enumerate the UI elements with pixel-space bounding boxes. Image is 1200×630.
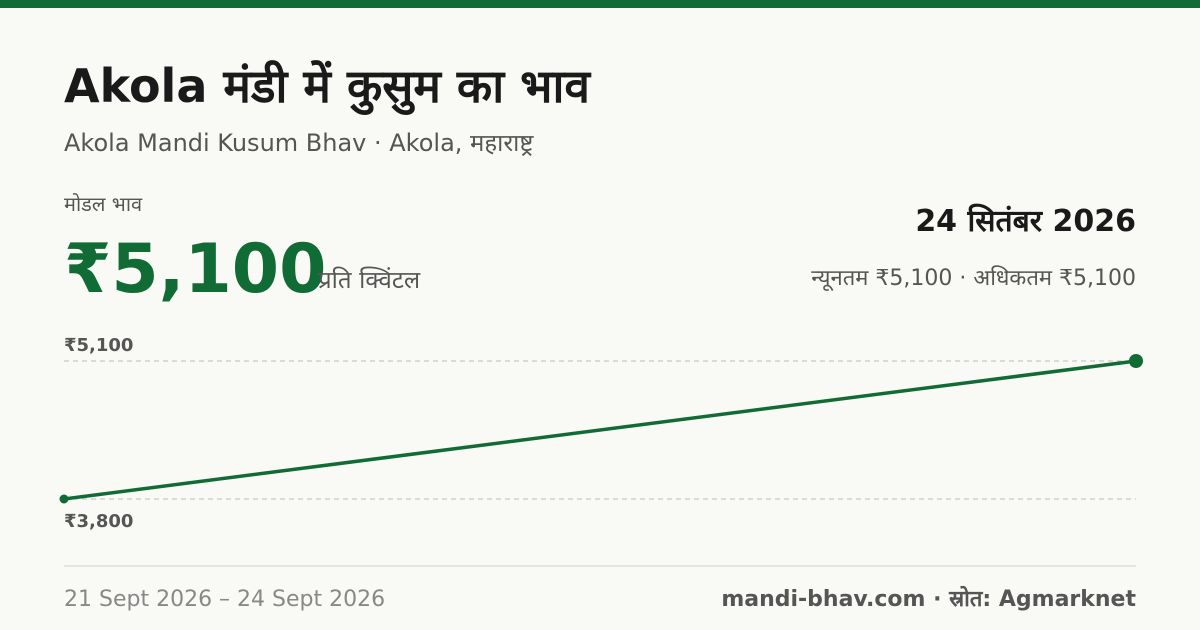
price-date: 24 सितंबर 2026: [915, 203, 1136, 239]
point: [59, 494, 69, 504]
source: mandi-bhav.com · स्रोत: Agmarknet: [721, 585, 1136, 612]
point: [1129, 354, 1143, 368]
y-tick-label: ₹3,800: [64, 511, 133, 532]
date-range: 21 Sept 2026 – 24 Sept 2026: [64, 587, 385, 612]
subtitle: Akola Mandi Kusum Bhav · Akola, महाराष्ट…: [64, 129, 534, 157]
price-range: न्यूनतम ₹5,100 · अधिकतम ₹5,100: [811, 265, 1136, 292]
title: Akola मंडी में कुसुम का भाव: [64, 59, 591, 116]
price-value: ₹5,100: [64, 230, 326, 309]
y-tick-label: ₹5,100: [64, 335, 133, 356]
price-unit: प्रति क्विंटल: [318, 266, 421, 294]
price-label: मोडल भाव: [64, 192, 143, 216]
top-bar: [0, 0, 1200, 8]
line: [63, 359, 1137, 501]
